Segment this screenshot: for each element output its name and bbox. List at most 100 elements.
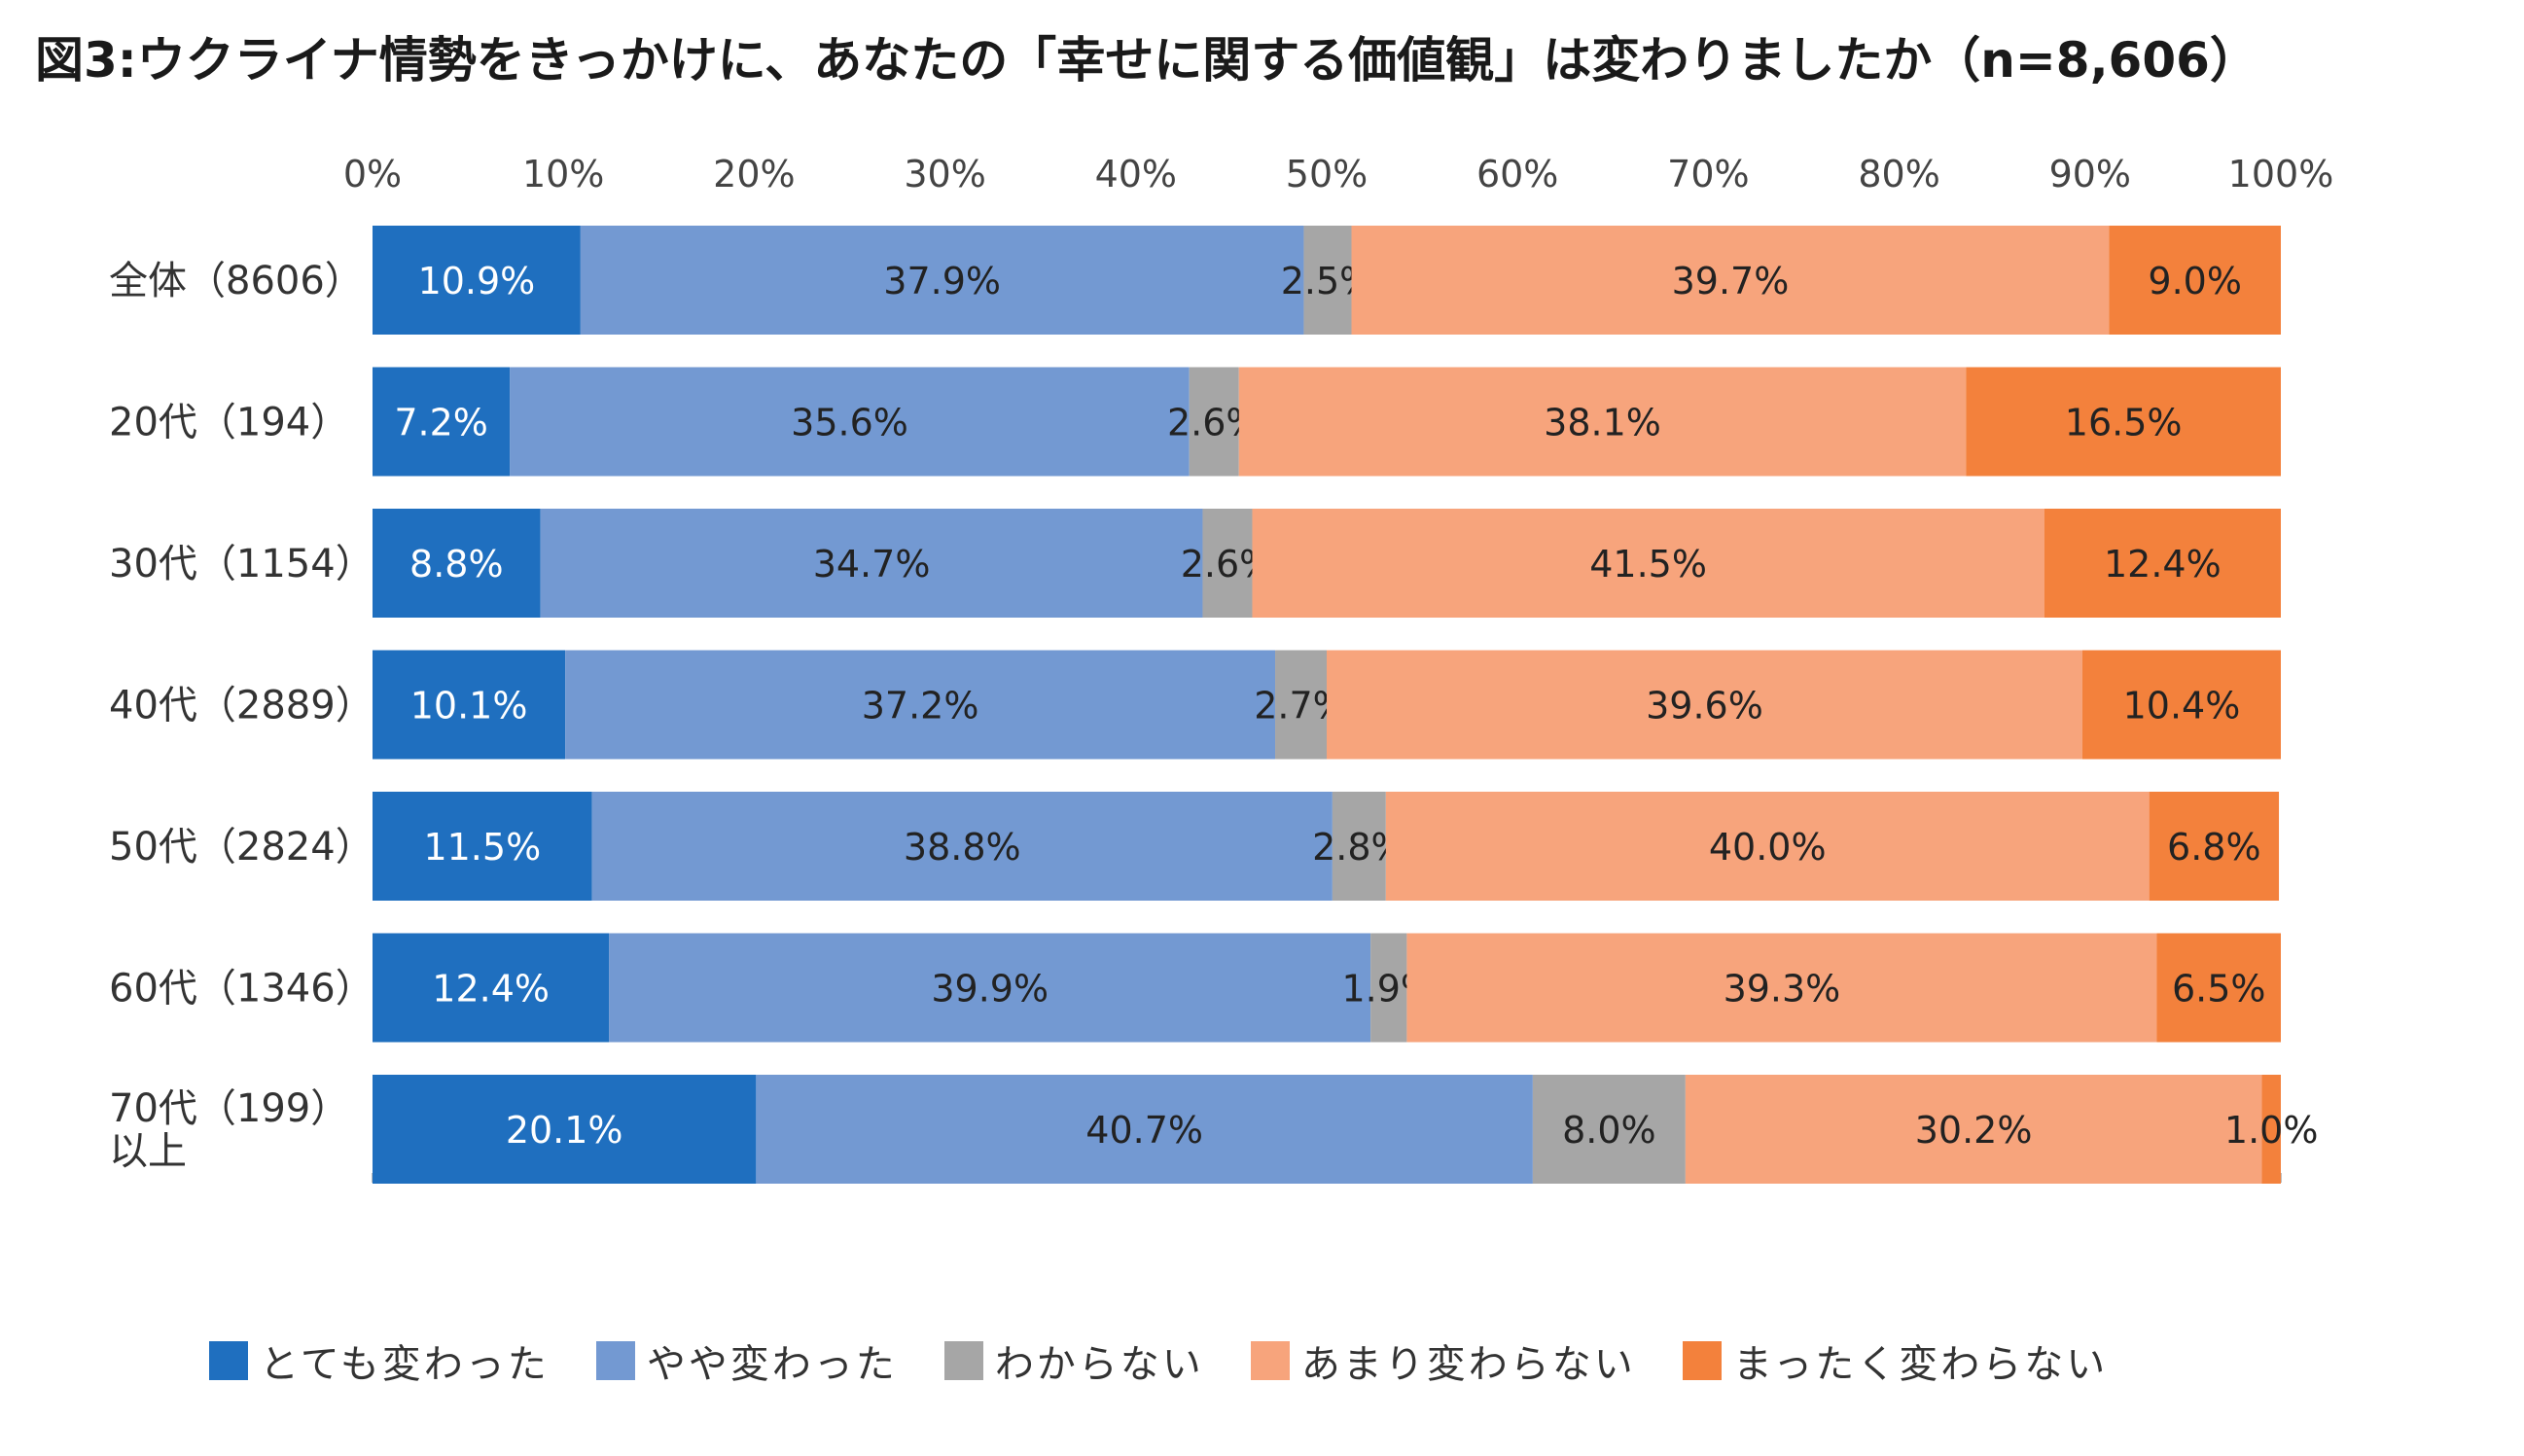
legend-swatch (943, 1341, 983, 1380)
x-tick-label: 70% (1667, 153, 1749, 195)
data-label: 39.3% (1724, 968, 1841, 1011)
x-tick-label: 100% (2228, 153, 2334, 195)
bar-segment (580, 226, 1304, 335)
data-label: 6.8% (2167, 826, 2261, 869)
data-label: 10.9% (418, 260, 536, 302)
data-label: 12.4% (2104, 543, 2222, 586)
legend-label: わからない (994, 1342, 1204, 1387)
bar-segment (2156, 933, 2281, 1043)
data-label: 39.7% (1672, 260, 1790, 302)
data-label: 35.6% (791, 402, 908, 444)
bar-segment (540, 509, 1203, 618)
data-label: 20.1% (506, 1109, 623, 1152)
bar-segment (2149, 792, 2280, 901)
bar-segment (373, 650, 566, 760)
bar-segment (1406, 933, 2157, 1043)
data-label: 39.9% (931, 968, 1049, 1011)
bar-segment (1685, 1075, 2262, 1184)
bar-segment (1332, 792, 1386, 901)
legend-label: やや変わった (646, 1342, 898, 1387)
legend-item: あまり変わらない (1250, 1332, 1636, 1389)
category-label: 以上 (109, 1129, 187, 1174)
legend-item: やや変わった (595, 1332, 898, 1389)
bar-segment (373, 933, 610, 1043)
bar-segment (756, 1075, 1533, 1184)
data-label: 39.6% (1646, 685, 1763, 728)
legend-label: あまり変わらない (1300, 1342, 1636, 1387)
data-label: 10.4% (2123, 685, 2241, 728)
bar-segment (565, 650, 1276, 760)
category-label: 70代（199） (109, 1086, 349, 1131)
data-label: 10.1% (410, 685, 528, 728)
x-tick-label: 90% (2049, 153, 2131, 195)
legend-swatch (595, 1341, 635, 1380)
data-label: 38.8% (904, 826, 1021, 869)
bar-segment (1532, 1075, 1686, 1184)
data-label: 8.0% (1562, 1109, 1656, 1152)
legend-label: とても変わった (260, 1342, 550, 1387)
bar-segment (2044, 509, 2281, 618)
data-label: 37.9% (883, 260, 1001, 302)
legend-label: まったく変わらない (1732, 1342, 2109, 1387)
data-label: 40.0% (1709, 826, 1827, 869)
bar-segment (510, 367, 1190, 477)
legend-item: わからない (943, 1332, 1204, 1389)
x-tick-label: 50% (1286, 153, 1368, 195)
x-tick-label: 60% (1476, 153, 1558, 195)
bar-segment (1202, 509, 1253, 618)
legend-swatch (1250, 1341, 1290, 1380)
x-tick-label: 20% (713, 153, 795, 195)
bar-segment (373, 226, 581, 335)
bar-segment (373, 367, 511, 477)
data-label: 7.2% (394, 402, 488, 444)
bar-segment (1351, 226, 2110, 335)
data-label: 34.7% (813, 543, 931, 586)
bar-segment (1252, 509, 2044, 618)
bar-segment (591, 792, 1333, 901)
legend: とても変わった やや変わった わからない あまり変わらない まったく変わらない (209, 1332, 2154, 1389)
category-label: 60代（1346） (109, 967, 374, 1012)
data-label: 16.5% (2065, 402, 2183, 444)
bar-segment (1238, 367, 1967, 477)
legend-swatch (209, 1341, 248, 1380)
x-tick-label: 10% (522, 153, 604, 195)
bar-segment (373, 792, 592, 901)
data-label: 40.7% (1085, 1109, 1203, 1152)
bar-segment (1189, 367, 1239, 477)
legend-swatch (1682, 1341, 1722, 1380)
data-label: 12.4% (432, 968, 550, 1011)
x-tick-label: 40% (1095, 153, 1177, 195)
legend-item: まったく変わらない (1682, 1332, 2109, 1389)
x-tick-label: 0% (343, 153, 402, 195)
data-label: 8.8% (409, 543, 504, 586)
bar-segment (1275, 650, 1327, 760)
data-label: 37.2% (862, 685, 979, 728)
bar-segment (1303, 226, 1352, 335)
data-label: 38.1% (1544, 402, 1661, 444)
data-label: 9.0% (2148, 260, 2242, 302)
bar-segment (373, 1075, 757, 1184)
category-label: 20代（194） (109, 401, 349, 445)
category-label: 50代（2824） (109, 825, 374, 870)
category-label: 全体（8606） (109, 259, 364, 303)
bar-segment (373, 509, 541, 618)
data-label: 6.5% (2172, 968, 2266, 1011)
chart-title: 図3:ウクライナ情勢をきっかけに、あなたの「幸せに関する価値観」は変わりましたか… (35, 32, 2258, 89)
bar-segment (609, 933, 1371, 1043)
category-label: 30代（1154） (109, 542, 374, 586)
bar-segment (2109, 226, 2281, 335)
bar-segment (1370, 933, 1407, 1043)
bar-segment (1385, 792, 2150, 901)
bar-segment (2261, 1075, 2281, 1184)
data-label: 1.0% (2224, 1109, 2319, 1152)
legend-item: とても変わった (209, 1332, 550, 1389)
x-tick-label: 80% (1858, 153, 1939, 195)
data-label: 11.5% (423, 826, 541, 869)
data-label: 30.2% (1915, 1109, 2033, 1152)
bar-segment (1966, 367, 2281, 477)
bar-segment (2081, 650, 2281, 760)
category-label: 40代（2889） (109, 684, 374, 728)
bar-segment (1327, 650, 2082, 760)
x-tick-label: 30% (904, 153, 985, 195)
